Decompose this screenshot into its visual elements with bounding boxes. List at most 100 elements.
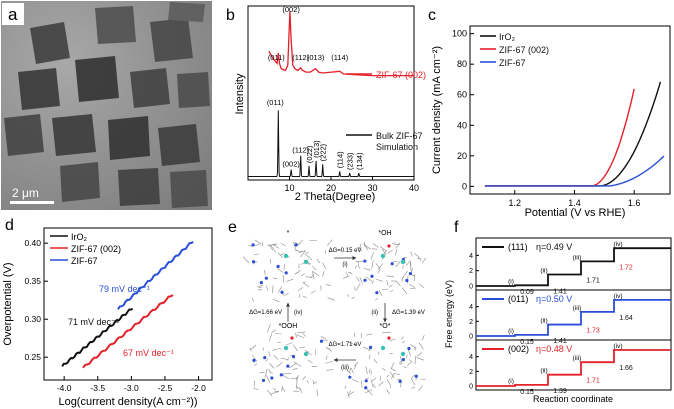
step-energy-value: 1.41 — [553, 338, 567, 345]
bond — [418, 283, 425, 288]
panel-label-c: c — [428, 7, 436, 24]
panel-f: f Reaction coordinate Free energy (eV) 0… — [444, 219, 672, 404]
peak-label-bottom: (011) — [267, 98, 284, 107]
bond — [270, 391, 279, 395]
bond — [378, 290, 383, 297]
bond — [413, 346, 417, 351]
bond — [300, 250, 306, 258]
y-tick-label: 2 — [469, 319, 473, 326]
cobalt-atom — [380, 253, 386, 259]
nitrogen-atom — [263, 356, 267, 360]
bond — [312, 270, 320, 277]
bond — [302, 295, 307, 298]
cobalt-atom — [400, 259, 406, 265]
bond — [296, 386, 301, 391]
bond — [354, 361, 359, 367]
bond — [294, 250, 303, 252]
series-line-red — [484, 88, 635, 187]
bond — [411, 374, 415, 379]
bond — [371, 260, 374, 269]
bond — [349, 367, 351, 373]
molecular-structure — [242, 239, 335, 303]
bond — [401, 276, 404, 282]
step-energy-value: 1.64 — [619, 315, 633, 322]
plot-frame — [43, 227, 213, 381]
nitrogen-atom — [405, 278, 409, 283]
bond — [348, 390, 351, 394]
intermediate-label-ooh: *OOH — [279, 323, 298, 330]
bond — [365, 389, 372, 394]
bond — [248, 245, 253, 247]
nitrogen-atom — [390, 262, 394, 266]
step-energy-value: 1.72 — [619, 264, 633, 271]
bond — [347, 271, 352, 274]
bond — [274, 390, 280, 393]
y-tick-label: 4 — [469, 354, 473, 361]
nanocube — [108, 116, 150, 160]
x-tick-label: 1.2 — [509, 198, 522, 208]
bond — [273, 243, 278, 246]
bond — [298, 287, 303, 292]
bond — [377, 263, 384, 270]
bond — [322, 271, 325, 277]
bond — [365, 366, 368, 375]
step-energy-value: 0.15 — [520, 389, 534, 396]
bond — [292, 368, 298, 370]
bond — [389, 371, 395, 379]
bond — [390, 362, 395, 370]
nanocube — [18, 68, 60, 110]
bond — [312, 265, 317, 271]
x-tick-label: -3.5 — [90, 383, 105, 393]
overpotential-label: η=0.50 V — [536, 294, 572, 304]
bond — [272, 277, 278, 280]
bond — [283, 263, 285, 270]
legend-label-iro2: IrO₂ — [71, 232, 87, 242]
nitrogen-atom — [276, 264, 280, 269]
nitrogen-atom — [264, 276, 268, 280]
facet-label: (111) — [508, 242, 528, 252]
peak-label-top: (002) — [282, 5, 300, 14]
nitrogen-atom — [348, 375, 352, 379]
bond — [382, 367, 386, 371]
bond — [278, 285, 283, 293]
nanocube — [168, 2, 205, 22]
bond — [382, 248, 387, 255]
cobalt-atom — [303, 351, 309, 357]
bond — [410, 344, 417, 349]
bond — [292, 344, 299, 352]
legend: IrO₂ ZIF-67 (002) ZIF-67 — [480, 32, 549, 68]
bond — [414, 252, 420, 258]
bond — [375, 278, 383, 282]
step-label: (iv) — [613, 343, 622, 350]
nitrogen-atom — [363, 278, 367, 282]
bond — [395, 261, 401, 268]
bond — [408, 349, 412, 356]
dg-step-iii: ΔG=1.71 eV — [329, 342, 362, 348]
bond — [273, 355, 279, 360]
nitrogen-atom — [284, 271, 288, 275]
bond — [307, 359, 313, 364]
legend-label-bulk-line1-text: Bulk ZIF-67 — [376, 131, 423, 141]
facet-label: (002) — [508, 344, 529, 354]
nitrogen-atom — [407, 346, 411, 351]
peak-label-bottom: (222) — [319, 143, 328, 161]
x-axis-label: Potential (V vs RHE) — [525, 207, 626, 219]
x-axis-label: Log(current density(A cm⁻²)) — [58, 396, 197, 408]
bond — [272, 298, 280, 303]
peak-label-bottom: (112) — [292, 146, 309, 155]
bond — [312, 380, 315, 384]
y-axis-label: Intensity — [234, 73, 246, 114]
bond — [298, 250, 306, 253]
bond — [277, 347, 282, 350]
nitrogen-atom — [294, 243, 298, 247]
bond — [296, 334, 305, 339]
bond — [286, 342, 293, 346]
bond — [386, 389, 390, 395]
bond — [350, 367, 354, 374]
bond — [395, 248, 398, 256]
bond — [375, 297, 378, 301]
legend: IrO₂ ZIF-67 (002) ZIF-67 — [50, 232, 121, 266]
step-energy-value: 1.73 — [586, 328, 600, 335]
bond — [312, 381, 317, 385]
plot-frame — [469, 25, 671, 195]
